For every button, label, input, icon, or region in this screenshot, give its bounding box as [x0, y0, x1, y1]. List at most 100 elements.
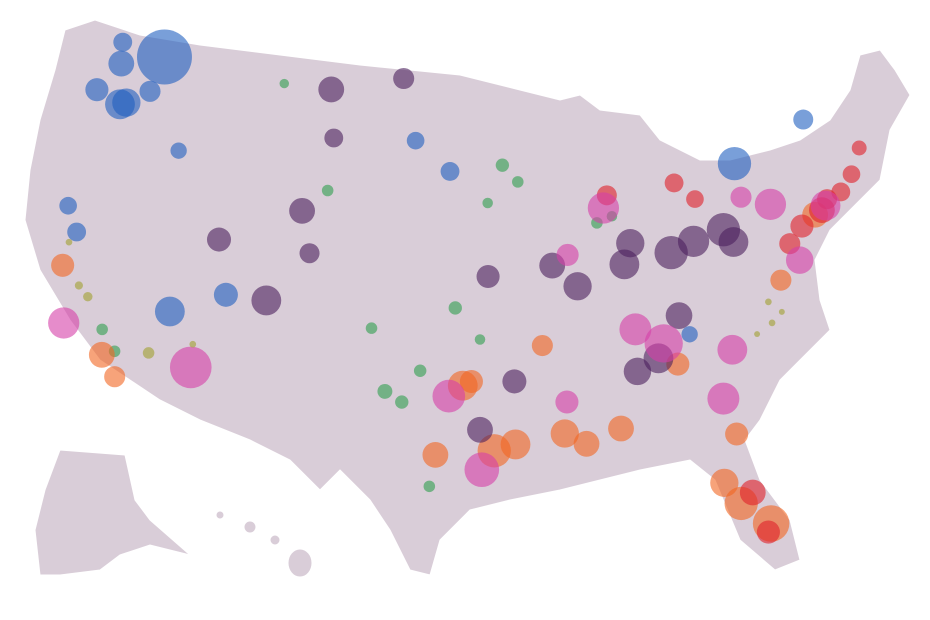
- plant-bubble: [495, 158, 510, 172]
- plant-bubble: [413, 364, 427, 377]
- plant-bubble: [104, 366, 126, 388]
- plant-bubble: [422, 441, 449, 468]
- plant-bubble: [785, 246, 814, 274]
- plant-bubble: [502, 369, 527, 394]
- plant-bubble: [556, 243, 579, 266]
- plant-bubble: [459, 369, 483, 394]
- plant-bubble: [74, 281, 83, 290]
- plant-bubble: [707, 382, 740, 415]
- plant-bubble: [677, 225, 710, 257]
- plant-bubble: [59, 196, 77, 215]
- plant-bubble: [169, 346, 212, 389]
- plant-bubble: [142, 347, 155, 359]
- plant-bubble: [88, 341, 115, 368]
- plant-bubble: [573, 430, 600, 457]
- plant-bubble: [299, 243, 320, 264]
- plant-bubble: [790, 214, 814, 238]
- plant-bubble: [65, 238, 73, 246]
- plant-bubble: [730, 186, 752, 208]
- plant-bubble: [170, 142, 187, 159]
- plant-bubble: [710, 468, 739, 497]
- plant-bubble: [778, 308, 785, 315]
- plant-bubble: [154, 296, 185, 327]
- plant-bubble: [500, 429, 531, 460]
- plant-bubble: [365, 322, 378, 334]
- plant-bubble: [474, 334, 486, 345]
- plant-bubble: [686, 190, 704, 208]
- plant-bubble: [113, 32, 133, 52]
- plant-bubble: [665, 302, 693, 329]
- plant-bubble: [810, 190, 841, 221]
- plant-bubble: [432, 379, 466, 413]
- plant-bubble: [136, 29, 192, 85]
- plant-bubble: [754, 188, 787, 220]
- plant-bubble: [206, 227, 232, 252]
- plant-bubble: [440, 161, 460, 181]
- plant-bubble: [770, 269, 792, 291]
- plant-bubble: [189, 340, 197, 348]
- plant-bubble: [512, 176, 524, 188]
- plant-bubble: [423, 480, 436, 493]
- land: [24, 19, 911, 578]
- plant-bubble: [616, 229, 645, 258]
- plant-bubble: [623, 357, 652, 386]
- plant-bubble: [718, 227, 749, 257]
- island: [269, 534, 281, 546]
- plant-bubble: [67, 222, 87, 242]
- plant-bubble: [251, 285, 282, 316]
- plant-bubble: [96, 323, 108, 336]
- plant-bubble: [467, 416, 493, 443]
- plant-bubble: [464, 452, 500, 488]
- plant-bubble: [608, 415, 634, 442]
- plant-bubble: [324, 128, 344, 148]
- plant-bubble: [531, 334, 553, 357]
- plant-bubble: [563, 272, 592, 301]
- plant-bubble: [717, 146, 752, 181]
- plant-bubble: [318, 76, 345, 103]
- plant-bubble: [717, 334, 748, 365]
- alaska: [34, 449, 191, 576]
- plant-bubble: [851, 140, 867, 156]
- plant-bubble: [756, 520, 780, 544]
- plant-bubble: [793, 109, 814, 130]
- plant-bubble: [842, 165, 861, 184]
- plant-bubble: [644, 324, 683, 363]
- plant-bubble: [112, 88, 141, 117]
- plant-bubble: [213, 282, 238, 307]
- hawaii: [215, 510, 313, 578]
- island: [287, 548, 313, 578]
- plant-bubble: [555, 390, 579, 414]
- plant-bubble: [739, 479, 766, 506]
- plant-bubble: [765, 298, 772, 306]
- plant-bubble: [406, 131, 425, 150]
- plant-bubble: [85, 78, 109, 102]
- plant-bubble: [448, 301, 462, 315]
- plant-bubble: [482, 197, 493, 209]
- plant-bubble: [393, 67, 415, 90]
- plant-bubble: [754, 331, 761, 338]
- plant-bubble: [279, 78, 289, 89]
- plant-bubble: [550, 419, 579, 448]
- island: [215, 510, 225, 520]
- plant-bubble: [289, 197, 315, 224]
- plant-bubble: [725, 422, 749, 446]
- plant-bubble: [768, 319, 776, 327]
- island: [243, 520, 257, 534]
- plant-bubble: [321, 184, 334, 197]
- plant-bubble: [664, 173, 684, 193]
- plant-bubble: [476, 264, 500, 289]
- plant-bubble: [139, 80, 161, 102]
- plant-bubble: [51, 253, 75, 277]
- bubbles: [48, 29, 867, 544]
- plant-bubble: [377, 383, 393, 399]
- plant-bubble: [83, 291, 93, 302]
- plant-bubble: [108, 50, 135, 77]
- plant-bubble: [619, 313, 652, 346]
- plant-bubble: [48, 307, 80, 339]
- plant-bubble: [587, 192, 620, 224]
- contiguous-us: [24, 19, 911, 576]
- plant-bubble: [681, 326, 698, 343]
- plant-bubble: [395, 395, 409, 409]
